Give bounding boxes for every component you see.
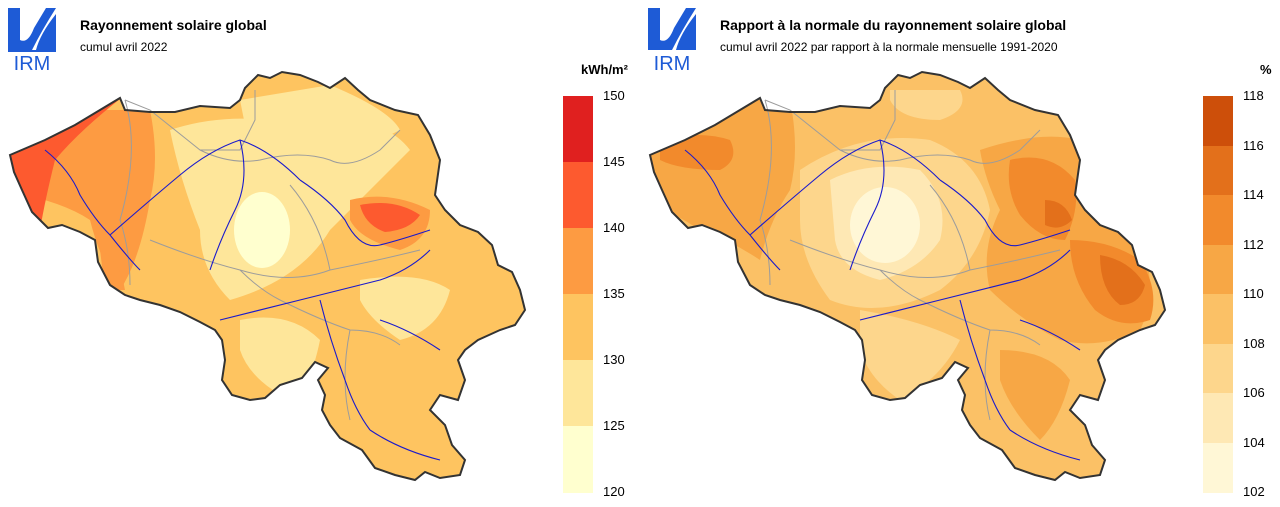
- legend-swatch: [1203, 442, 1233, 493]
- legend-tick-label: 145: [603, 154, 625, 169]
- province-borders: [759, 90, 1061, 421]
- map-subtitle: cumul avril 2022: [80, 40, 168, 54]
- map-title: Rayonnement solaire global: [80, 17, 267, 33]
- rivers: [684, 139, 1081, 461]
- logo-text: IRM: [14, 53, 51, 72]
- legend-tick-label: 108: [1243, 335, 1265, 351]
- map-subtitle: cumul avril 2022 par rapport à la normal…: [720, 40, 1058, 54]
- zone-114-116: [1100, 255, 1145, 305]
- legend-tick-label: 114: [1243, 187, 1264, 202]
- legend-tick-label: 110: [1243, 286, 1264, 301]
- irm-logo: IRM: [8, 8, 56, 72]
- legend-tick-label: 135: [603, 286, 625, 301]
- legend-unit: %: [1260, 62, 1272, 77]
- color-legend: 150 145 140 135 130 125 120: [563, 88, 625, 499]
- solar-radiation-ratio-panel: IRM Rapport à la normale du rayonnement …: [640, 0, 1280, 507]
- legend-swatch: [563, 426, 593, 493]
- legend-swatch: [1203, 145, 1233, 196]
- legend-tick-label: 140: [603, 220, 625, 235]
- legend-tick-label: 130: [603, 352, 625, 367]
- legend-tick-label: 118: [1243, 88, 1264, 103]
- legend-swatch: [1203, 294, 1233, 344]
- zone-125-130: [170, 118, 410, 300]
- legend-swatch: [563, 294, 593, 361]
- legend-swatch: [1203, 195, 1233, 245]
- map-title: Rapport à la normale du rayonnement sola…: [720, 17, 1067, 33]
- legend-tick-label: 102: [1243, 484, 1265, 499]
- legend-tick-label: 116: [1243, 137, 1264, 153]
- color-legend: 118 116 114 112 110 108 106 104 102: [1203, 88, 1265, 499]
- irm-logo: IRM: [648, 8, 696, 72]
- zone-110-112-c: [1000, 350, 1070, 440]
- zone-125-130-d: [360, 276, 450, 340]
- legend-tick-label: 106: [1243, 385, 1265, 400]
- legend-swatch: [1203, 244, 1233, 295]
- zone-114-116-b: [1045, 200, 1072, 228]
- legend-swatch: [1203, 96, 1233, 146]
- zone-125-130-b: [240, 85, 400, 150]
- rivers: [44, 139, 441, 461]
- legend-swatch: [563, 162, 593, 229]
- legend-tick-label: 120: [603, 484, 625, 499]
- legend-tick-label: 104: [1243, 434, 1265, 450]
- zone-102-104: [850, 187, 920, 263]
- belgium-ratio-map: [649, 71, 1166, 481]
- zone-135-140: [10, 110, 155, 290]
- legend-tick-label: 125: [603, 418, 625, 433]
- legend-tick-label: 150: [603, 88, 625, 103]
- legend-swatch: [563, 96, 593, 163]
- zone-106-108-c: [890, 90, 963, 120]
- legend-swatch: [563, 360, 593, 427]
- logo-text: IRM: [654, 53, 691, 72]
- legend-swatch: [563, 228, 593, 295]
- legend-swatch: [1203, 343, 1233, 394]
- belgium-radiation-map: [9, 71, 526, 481]
- zone-140-145-b: [360, 202, 420, 232]
- legend-tick-label: 112: [1243, 236, 1264, 252]
- solar-radiation-panel: IRM Rayonnement solaire global cumul avr…: [8, 8, 628, 499]
- legend-unit: kWh/m²: [581, 62, 628, 77]
- legend-swatch: [1203, 393, 1233, 443]
- province-borders: [119, 90, 421, 421]
- zone-106-108-b: [860, 310, 960, 400]
- zone-120-125: [234, 192, 290, 268]
